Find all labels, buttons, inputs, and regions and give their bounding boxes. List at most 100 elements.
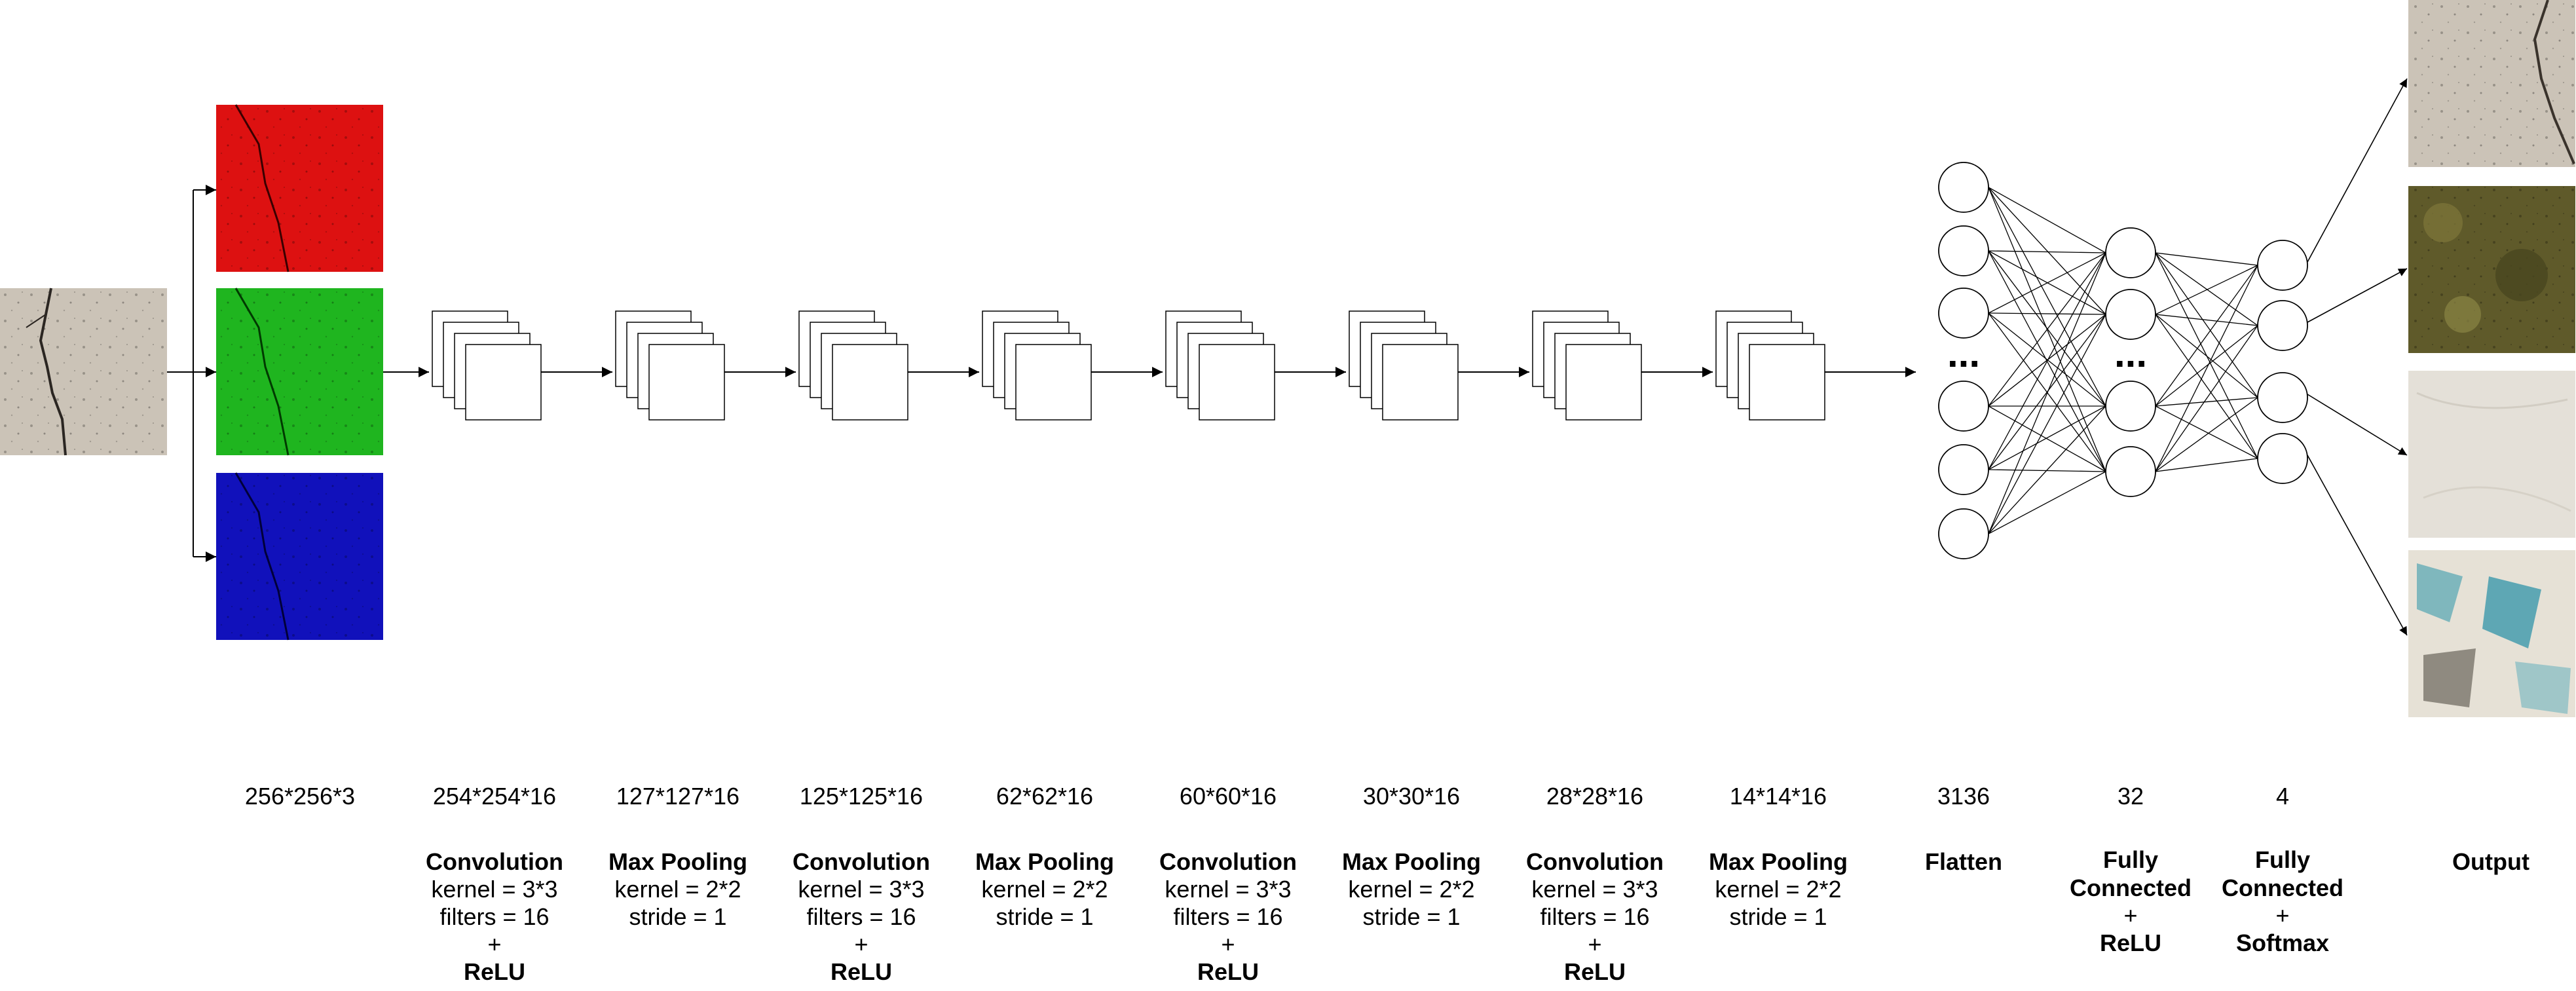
neuron bbox=[1938, 225, 1989, 276]
dense1-dims-label: 32 bbox=[2118, 783, 2144, 810]
dense1-title-line1: Fully bbox=[2103, 846, 2158, 873]
neuron bbox=[2257, 372, 2308, 423]
layer-param: + bbox=[1221, 931, 1235, 958]
feature-map-stack-6 bbox=[1349, 310, 1459, 421]
feature-map-stack-3 bbox=[798, 310, 908, 421]
layer-param: + bbox=[854, 931, 868, 958]
connection-line bbox=[1988, 471, 2106, 534]
connection-line bbox=[2155, 314, 2258, 398]
connection-line bbox=[2155, 314, 2258, 326]
dense1-plus: + bbox=[2123, 902, 2137, 929]
layer-param: kernel = 2*2 bbox=[981, 876, 1108, 903]
layer-dims-label: 127*127*16 bbox=[616, 783, 739, 810]
layer-param: + bbox=[1588, 931, 1601, 958]
layer-activation: ReLU bbox=[831, 958, 892, 985]
connection-line bbox=[2155, 314, 2258, 459]
connection-line bbox=[2155, 458, 2258, 472]
connection-line bbox=[2155, 397, 2258, 472]
output-arrow bbox=[2307, 268, 2408, 323]
layer-title: Convolution bbox=[1526, 848, 1664, 875]
layer-dims-label: 60*60*16 bbox=[1180, 783, 1277, 810]
dense-connections bbox=[1988, 187, 2258, 534]
connection-line bbox=[1988, 187, 2106, 253]
connection-line bbox=[2155, 325, 2258, 472]
layer-param: filters = 16 bbox=[1540, 903, 1649, 930]
connection-line bbox=[1988, 187, 2106, 407]
neuron bbox=[2257, 300, 2308, 351]
connection-line bbox=[1988, 405, 2106, 534]
layer-param: stride = 1 bbox=[996, 903, 1093, 930]
layer-title: Convolution bbox=[1159, 848, 1297, 875]
neuron bbox=[1938, 508, 1989, 559]
layer-param: filters = 16 bbox=[1173, 903, 1282, 930]
connection-line bbox=[1988, 312, 2106, 315]
connection-line bbox=[2155, 252, 2258, 398]
connection-line bbox=[2155, 397, 2258, 407]
connection-line bbox=[1988, 314, 2106, 470]
layer-title: Max Pooling bbox=[1709, 848, 1848, 875]
connection-line bbox=[1988, 314, 2106, 534]
connection-line bbox=[1988, 250, 2106, 407]
dense2-neurons bbox=[2257, 240, 2308, 484]
layer-param: kernel = 2*2 bbox=[1348, 876, 1474, 903]
feature-map-stack-7 bbox=[1532, 310, 1642, 421]
channel-split-connector bbox=[167, 185, 216, 562]
input-dims-label: 256*256*3 bbox=[245, 783, 355, 810]
layer-title: Convolution bbox=[793, 848, 930, 875]
dense1-activation: ReLU bbox=[2100, 929, 2161, 956]
layer-param: stride = 1 bbox=[1729, 903, 1827, 930]
feature-map-stack-1 bbox=[432, 310, 542, 421]
output-image-peeling-paint bbox=[2408, 550, 2575, 717]
flatten-neurons bbox=[1938, 162, 1989, 559]
neuron bbox=[2105, 227, 2156, 278]
connection-line bbox=[1988, 187, 2106, 315]
connection-line bbox=[2155, 405, 2258, 459]
output-image-cracked-concrete bbox=[2408, 0, 2575, 167]
blue-channel-image bbox=[216, 472, 383, 641]
green-channel-image bbox=[216, 288, 383, 456]
layer-activation: ReLU bbox=[464, 958, 525, 985]
feature-map bbox=[648, 344, 725, 421]
dense1-neurons bbox=[2105, 227, 2156, 497]
connection-line bbox=[2155, 252, 2258, 266]
dense2-dims-label: 4 bbox=[2276, 783, 2289, 810]
layer-title: Max Pooling bbox=[608, 848, 747, 875]
layer-param: stride = 1 bbox=[1362, 903, 1460, 930]
neuron bbox=[2105, 381, 2156, 432]
dense1-title-line2: Connected bbox=[2070, 874, 2192, 901]
neuron bbox=[2105, 446, 2156, 497]
layer-dims-label: 30*30*16 bbox=[1363, 783, 1460, 810]
feature-map bbox=[1565, 344, 1642, 421]
neuron bbox=[1938, 381, 1989, 432]
layer-title: Max Pooling bbox=[1342, 848, 1481, 875]
layer-param: kernel = 3*3 bbox=[1531, 876, 1658, 903]
neuron bbox=[2105, 289, 2156, 340]
layer-dims-label: 254*254*16 bbox=[433, 783, 556, 810]
connection-line bbox=[2155, 265, 2258, 315]
layer-param: + bbox=[487, 931, 501, 958]
layer-param: filters = 16 bbox=[806, 903, 916, 930]
connection-line bbox=[1988, 312, 2106, 407]
feature-map-stack-2 bbox=[615, 310, 725, 421]
feature-map bbox=[1199, 344, 1275, 421]
layer-dims-label: 62*62*16 bbox=[996, 783, 1093, 810]
neuron bbox=[1938, 162, 1989, 213]
connection-line bbox=[1988, 469, 2106, 472]
connection-line bbox=[1988, 405, 2106, 470]
layer-activation: ReLU bbox=[1197, 958, 1259, 985]
feature-map-stack-8 bbox=[1715, 310, 1825, 421]
neuron bbox=[1938, 444, 1989, 495]
connection-line bbox=[1988, 252, 2106, 470]
output-arrows bbox=[2307, 78, 2408, 636]
neuron bbox=[2257, 433, 2308, 484]
connection-line bbox=[2155, 325, 2258, 407]
output-images bbox=[2408, 0, 2575, 717]
connection-line bbox=[1988, 405, 2106, 472]
dense-network: ...... bbox=[1938, 78, 2408, 636]
output-arrow bbox=[2307, 455, 2408, 636]
